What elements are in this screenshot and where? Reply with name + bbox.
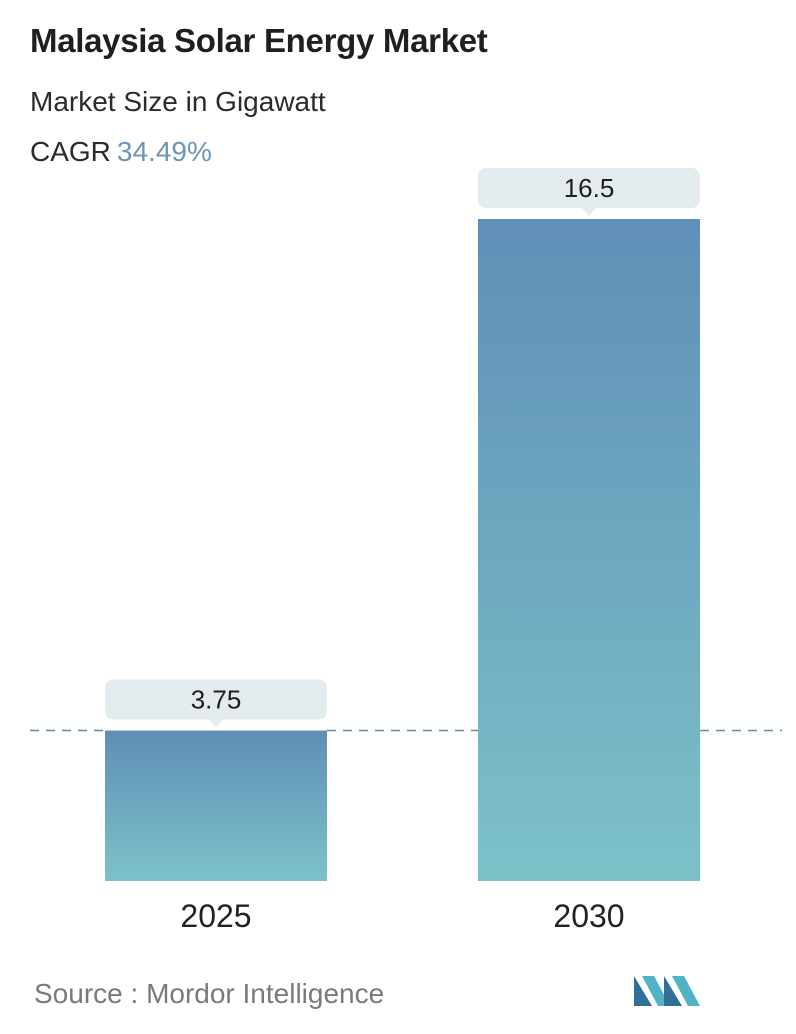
cagr-value: 34.49% <box>116 136 212 167</box>
value-label-bubble <box>478 168 700 208</box>
chart-title: Malaysia Solar Energy Market <box>30 22 488 59</box>
chart-subtitle: Market Size in Gigawatt <box>30 86 326 117</box>
value-label-2025: 3.75 <box>191 685 242 715</box>
source-note: Source : Mordor Intelligence <box>34 978 384 1010</box>
category-label-2030: 2030 <box>553 898 624 934</box>
mordor-intelligence-logo-icon <box>634 976 700 1006</box>
cagr-label: CAGR <box>30 136 111 167</box>
bar-chart: 3.75 2025 16.5 2030 <box>30 168 782 934</box>
cagr-line: CAGR 34.49% <box>30 136 212 168</box>
value-label-pointer <box>581 207 597 216</box>
source-label: Source : <box>34 978 139 1009</box>
bar-2025 <box>105 730 327 881</box>
value-label-pointer <box>208 718 224 728</box>
bar-2030 <box>478 219 700 881</box>
category-label-2025: 2025 <box>180 898 251 934</box>
value-label-bubble <box>105 679 327 720</box>
source-name: Mordor Intelligence <box>146 978 385 1009</box>
value-label-2030: 16.5 <box>564 173 615 203</box>
